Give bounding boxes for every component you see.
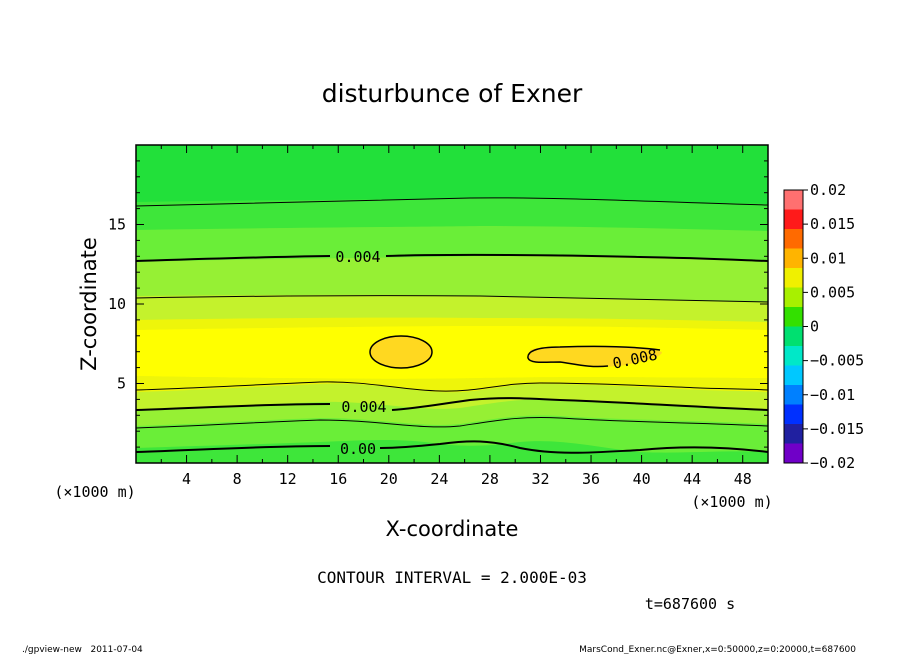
colorbar-segment xyxy=(784,287,803,308)
colorbar-tick-label: 0.005 xyxy=(810,283,855,301)
colorbar-tick-label: −0.02 xyxy=(810,454,855,472)
x-axis-label: X-coordinate xyxy=(386,517,519,541)
y-tick-label: 10 xyxy=(108,295,126,313)
colorbar-segment xyxy=(784,326,803,347)
x-tick-label: 32 xyxy=(531,470,549,488)
contour-label-lower: 0.00 xyxy=(340,440,376,458)
contour-thin-4 xyxy=(136,416,768,429)
colorbar-segment xyxy=(784,190,803,210)
contour-thin-1 xyxy=(136,197,768,207)
footer-right: MarsCond_Exner.nc@Exner,x=0:50000,z=0:20… xyxy=(579,645,856,654)
colorbar-segment xyxy=(784,443,803,464)
colorbar-segment xyxy=(784,365,803,386)
y-axis-ticks: 5 10 15 xyxy=(108,160,768,448)
time-text: t=687600 s xyxy=(645,595,735,613)
x-tick-label: 36 xyxy=(582,470,600,488)
x-tick-label: 4 xyxy=(182,470,191,488)
x-tick-label: 8 xyxy=(233,470,242,488)
y-unit-label: (×1000 m) xyxy=(54,483,135,501)
y-tick-label: 15 xyxy=(108,216,126,234)
contour-lines-thin xyxy=(136,197,768,429)
contour-label-upper: 0.004 xyxy=(335,248,380,266)
colorbar-segment xyxy=(784,229,803,249)
colorbar-segment xyxy=(784,268,803,288)
chart-title: disturbunce of Exner xyxy=(322,79,583,108)
colorbar-tick-label: −0.015 xyxy=(810,420,864,438)
max-blob-right xyxy=(528,346,662,367)
contour-field: 0.004 0.004 0.00 0.008 xyxy=(136,145,768,463)
colorbar-segment xyxy=(784,307,803,327)
x-tick-label: 44 xyxy=(683,470,701,488)
max-contour-right xyxy=(527,345,661,368)
contour-label-middle: 0.004 xyxy=(341,398,386,416)
colorbar-tick-label: 0 xyxy=(810,318,819,336)
colorbar-segment xyxy=(784,404,803,425)
footer-left: ./gpview-new 2011-07-04 xyxy=(22,645,143,654)
contour-lines-thick xyxy=(136,253,768,454)
x-tick-label: 40 xyxy=(633,470,651,488)
colorbar-segment xyxy=(784,248,803,269)
contour-thin-3 xyxy=(136,381,768,392)
colorbar-segment xyxy=(784,385,803,405)
colorbar-tick-label: −0.005 xyxy=(810,352,864,370)
x-tick-label: 24 xyxy=(430,470,448,488)
colorbar: 0.02 0.015 0.01 0.005 0 −0.005 −0.01 −0.015 −0.0… xyxy=(783,181,864,472)
contour-thick-middle xyxy=(136,397,768,411)
y-axis-label: Z-coordinate xyxy=(77,237,101,371)
colorbar-tick-label: −0.01 xyxy=(810,386,855,404)
max-blob-left xyxy=(370,336,432,368)
y-tick-label: 5 xyxy=(117,375,126,393)
x-tick-label: 28 xyxy=(481,470,499,488)
colorbar-segment xyxy=(784,424,803,444)
contour-interval-text: CONTOUR INTERVAL = 2.000E-03 xyxy=(317,568,587,587)
contour-thick-upper xyxy=(136,253,768,262)
colorbar-tick-label: 0.01 xyxy=(810,249,846,267)
colorbar-tick-label: 0.02 xyxy=(810,181,846,199)
x-unit-label: (×1000 m) xyxy=(691,493,772,511)
colorbar-segment xyxy=(784,209,803,230)
x-tick-label: 12 xyxy=(279,470,297,488)
colorbar-segment xyxy=(784,346,803,366)
colorbar-tick-label: 0.015 xyxy=(810,215,855,233)
x-axis-ticks: 4 8 12 16 20 24 28 32 36 40 44 48 xyxy=(160,145,752,488)
x-tick-label: 20 xyxy=(380,470,398,488)
contour-thin-2 xyxy=(136,295,768,303)
band-core xyxy=(136,326,768,379)
max-contour-left xyxy=(369,335,433,369)
x-tick-label: 48 xyxy=(734,470,752,488)
contour-thick-lower xyxy=(136,440,768,454)
x-tick-label: 16 xyxy=(329,470,347,488)
